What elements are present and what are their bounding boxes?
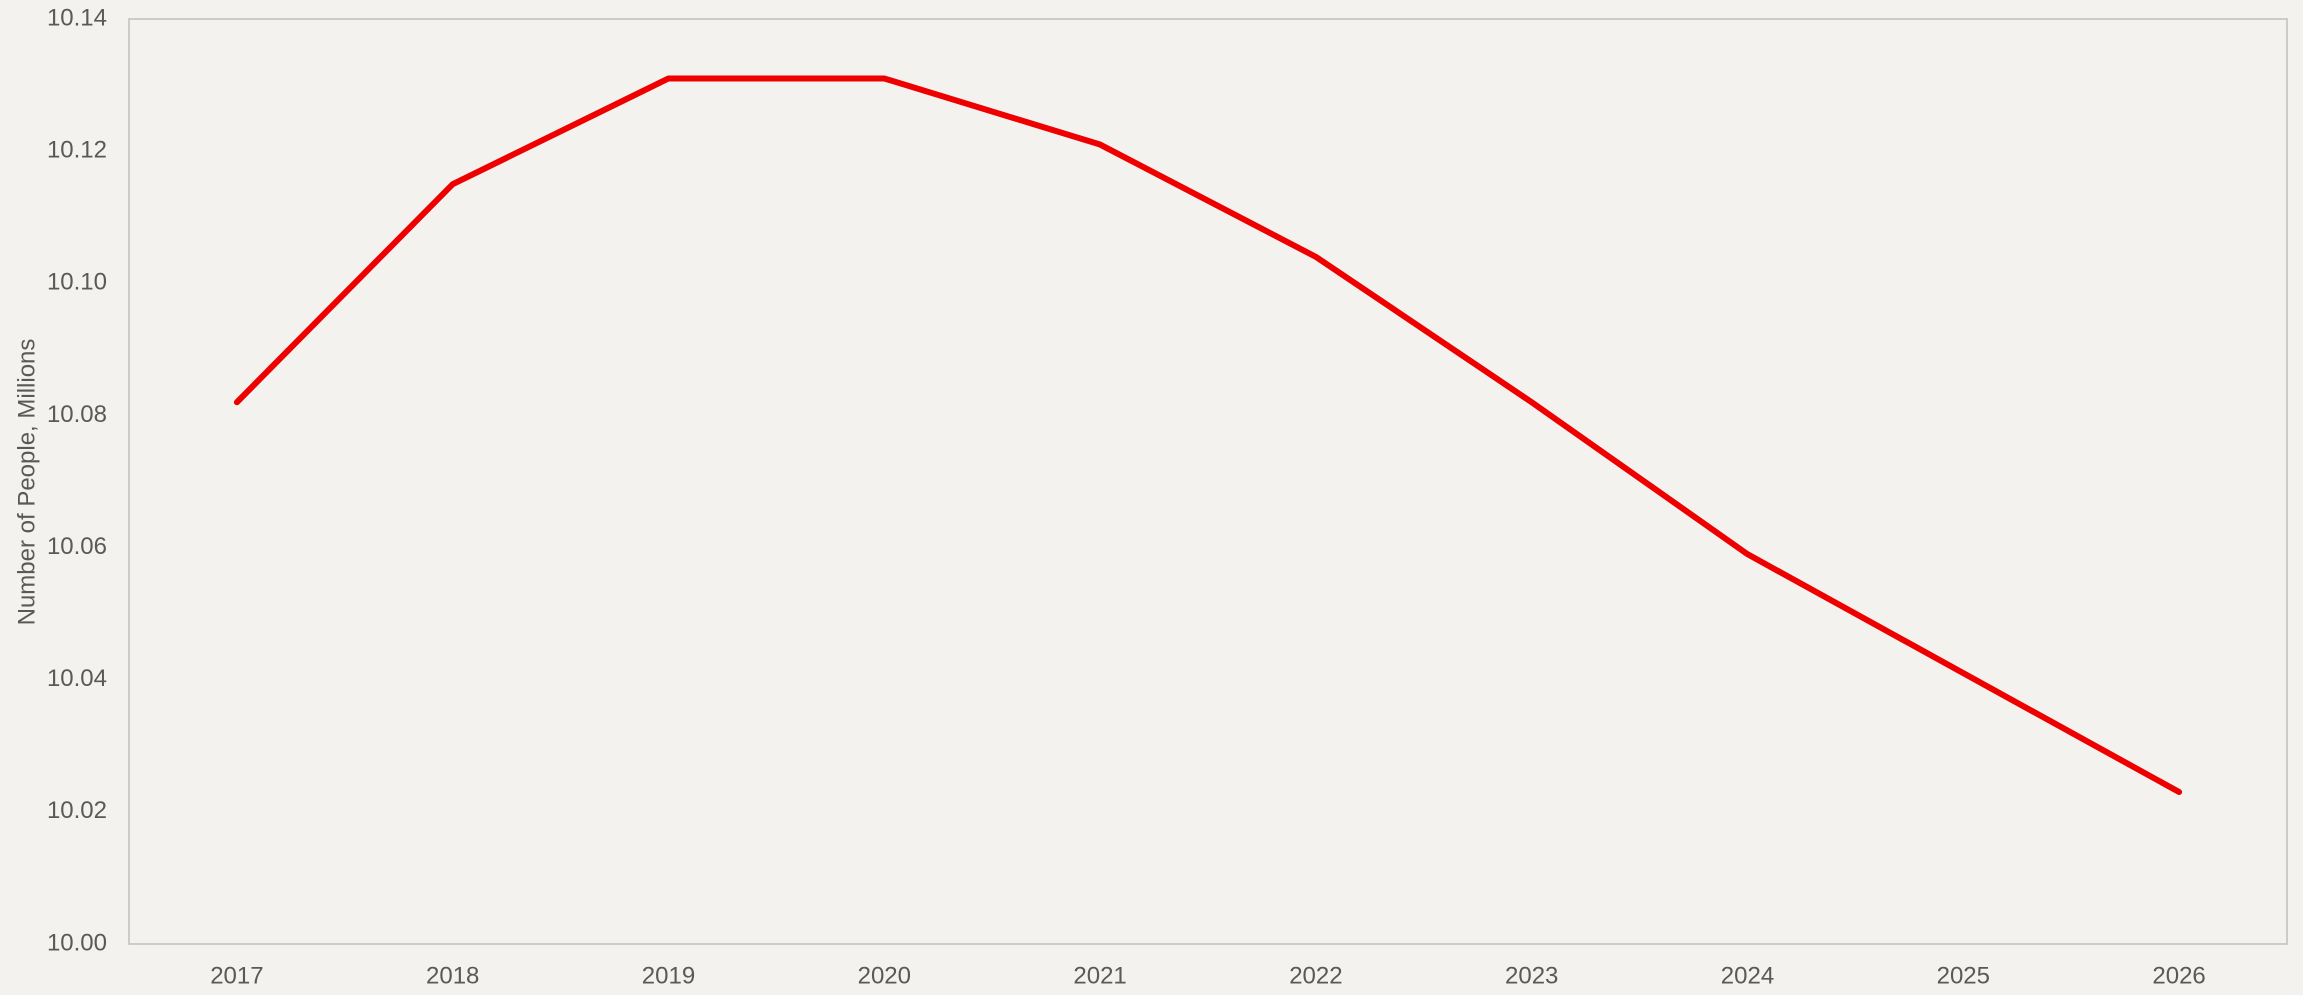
data-line (233, 75, 2183, 796)
y-tick-label: 10.06 (47, 533, 107, 560)
x-tick-label: 2017 (210, 962, 263, 989)
x-tick-label: 2026 (2152, 962, 2205, 989)
y-axis-title: Number of People, Millions (13, 339, 40, 626)
x-tick-label: 2024 (1721, 962, 1774, 989)
y-tick-label: 10.10 (47, 269, 107, 296)
y-tick-label: 10.08 (47, 401, 107, 428)
x-tick-label: 2023 (1505, 962, 1558, 989)
y-tick-label: 10.12 (47, 136, 107, 163)
x-tick-label: 2022 (1289, 962, 1342, 989)
plot-frame (128, 18, 2288, 945)
y-tick-label: 10.00 (47, 929, 107, 956)
x-tick-label: 2020 (858, 962, 911, 989)
y-tick-label: 10.14 (47, 4, 107, 31)
y-tick-label: 10.02 (47, 797, 107, 824)
x-tick-label: 2018 (426, 962, 479, 989)
y-tick-label: 10.04 (47, 665, 107, 692)
x-tick-label: 2025 (1937, 962, 1990, 989)
x-tick-label: 2021 (1073, 962, 1126, 989)
x-tick-label: 2019 (642, 962, 695, 989)
